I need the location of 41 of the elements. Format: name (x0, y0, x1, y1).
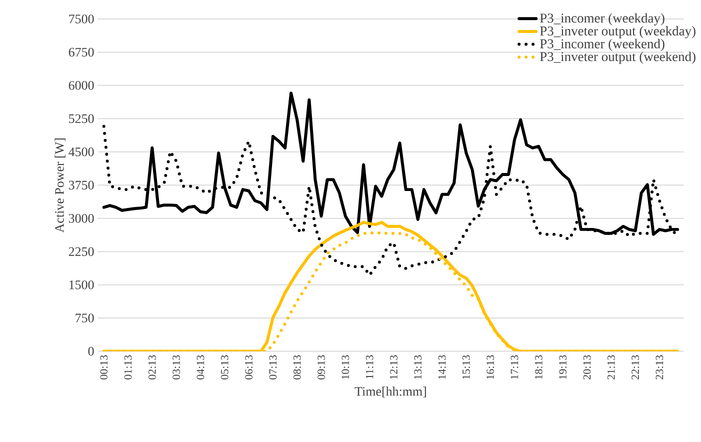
x-tick-label: 17:13 (510, 355, 518, 379)
y-tick-label: 6750 (68, 48, 94, 57)
y-tick-label: 4500 (68, 147, 94, 156)
legend-label: P3_incomer (weekday) (540, 13, 664, 26)
x-tick-label: 10:13 (342, 355, 350, 379)
x-tick-label: 18:13 (534, 355, 542, 379)
legend-label: P3_incomer (weekend) (540, 38, 664, 52)
x-tick-label: 13:13 (414, 355, 422, 379)
x-tick-label: 23:13 (656, 355, 664, 380)
y-tick-label: 1500 (69, 280, 94, 290)
x-tick-label: 20:13 (583, 355, 591, 380)
x-tick-label: 05:13 (220, 355, 228, 380)
x-axis-title: Time[hh:mm] (354, 386, 426, 398)
x-tick-label: 00:13 (100, 355, 108, 380)
x-tick-label: 03:13 (172, 355, 180, 380)
y-tick-label: 3750 (68, 180, 94, 190)
legend-label: P3_inveter output (weekend) (540, 52, 696, 64)
x-tick-label: 06:13 (245, 355, 253, 380)
legend-label: P3_inveter output (weekday) (540, 26, 696, 38)
x-tick-label: 11:13 (366, 355, 374, 378)
x-tick-label: 08:13 (293, 355, 301, 380)
y-tick-label: 750 (76, 314, 94, 322)
x-tick-label: 01:13 (124, 355, 132, 380)
y-axis-title: Active Power [W] (54, 138, 66, 233)
x-tick-label: 21:13 (607, 355, 615, 380)
x-tick-label: 19:13 (559, 355, 567, 379)
x-tick-label: 02:13 (148, 355, 156, 380)
x-tick-label: 04:13 (196, 355, 204, 380)
x-tick-label: 16:13 (486, 355, 494, 379)
y-tick-label: 5250 (69, 114, 94, 123)
y-tick-label: 0 (88, 346, 94, 356)
x-tick-label: 15:13 (462, 355, 470, 379)
x-tick-label: 14:13 (438, 355, 446, 379)
x-tick-label: 22:13 (632, 355, 640, 380)
y-tick-label: 7500 (69, 14, 94, 24)
y-tick-label: 3000 (68, 214, 94, 223)
x-tick-label: 07:13 (269, 355, 277, 380)
y-tick-label: 6000 (68, 81, 94, 90)
x-tick-label: 12:13 (390, 355, 398, 379)
x-tick-label: 09:13 (318, 355, 325, 380)
y-tick-label: 2250 (68, 247, 94, 256)
